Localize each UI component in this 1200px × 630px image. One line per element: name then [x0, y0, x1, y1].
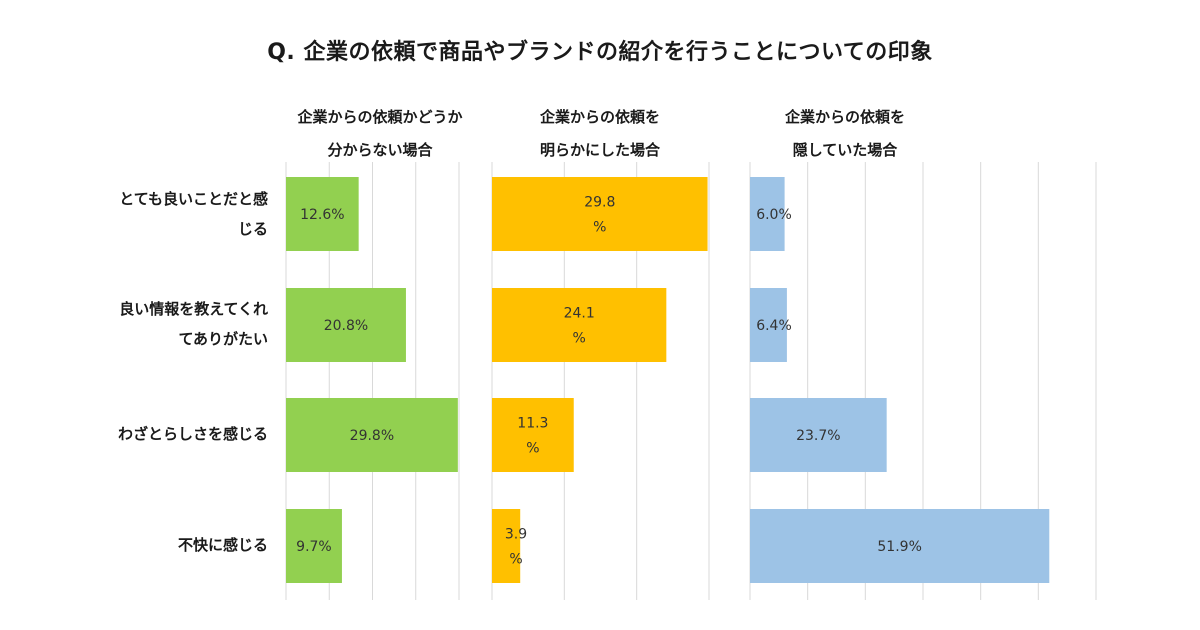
data-label: 29.8%: [350, 428, 394, 444]
category-label: わざとらしさを感じる: [68, 419, 268, 449]
data-label: %: [526, 441, 539, 457]
panel-header-line: 企業からの依頼かどうか: [297, 108, 463, 126]
panel-header-disclosed: 企業からの依頼を 明らかにした場合: [485, 101, 715, 167]
bar: [286, 509, 342, 583]
category-label: 良い情報を教えてくれ てありがたい: [68, 294, 268, 354]
data-label: 24.1: [564, 306, 595, 322]
category-label-line: じる: [237, 220, 268, 238]
data-label: 23.7%: [796, 428, 840, 444]
panel-header-line: 隠していた場合: [792, 141, 898, 159]
data-label: %: [509, 552, 522, 568]
data-label: 20.8%: [324, 318, 368, 334]
panel-header-hidden: 企業からの依頼を 隠していた場合: [730, 101, 960, 167]
bar: [492, 509, 521, 583]
data-label: 9.7%: [296, 539, 332, 555]
panel-header-line: 分からない場合: [327, 141, 433, 159]
category-label-line: てありがたい: [178, 330, 268, 348]
data-label: %: [573, 331, 586, 347]
data-label: 11.3: [517, 416, 548, 432]
category-label-line: 良い情報を教えてくれ: [119, 300, 268, 318]
data-label: 12.6%: [300, 207, 344, 223]
bar: [286, 398, 458, 472]
category-label: 不快に感じる: [68, 530, 268, 560]
category-label-line: 不快に感じる: [177, 536, 268, 554]
bar: [492, 288, 667, 362]
panel-header-line: 明らかにした場合: [539, 141, 660, 159]
data-label: 3.9: [505, 527, 527, 543]
chart-title: Q. 企業の依頼で商品やブランドの紹介を行うことについての印象: [267, 40, 933, 65]
data-label: 6.4%: [756, 318, 792, 334]
panel-header-line: 企業からの依頼を: [784, 108, 905, 126]
category-label-line: わざとらしさを感じる: [117, 425, 268, 443]
bar: [492, 398, 574, 472]
bar: [750, 288, 787, 362]
data-label: 6.0%: [756, 207, 792, 223]
panel-header-line: 企業からの依頼を: [539, 108, 660, 126]
bar: [286, 177, 359, 251]
bar: [750, 509, 1050, 583]
data-label: %: [593, 220, 606, 236]
bar: [492, 177, 708, 251]
category-label-line: とても良いことだと感: [119, 190, 268, 208]
category-label: とても良いことだと感 じる: [68, 184, 268, 244]
data-label: 51.9%: [877, 539, 921, 555]
bar: [750, 177, 785, 251]
bar: [750, 398, 887, 472]
panel-header-unknown: 企業からの依頼かどうか 分からない場合: [255, 101, 505, 167]
bar: [286, 288, 406, 362]
data-label: 29.8: [584, 195, 615, 211]
